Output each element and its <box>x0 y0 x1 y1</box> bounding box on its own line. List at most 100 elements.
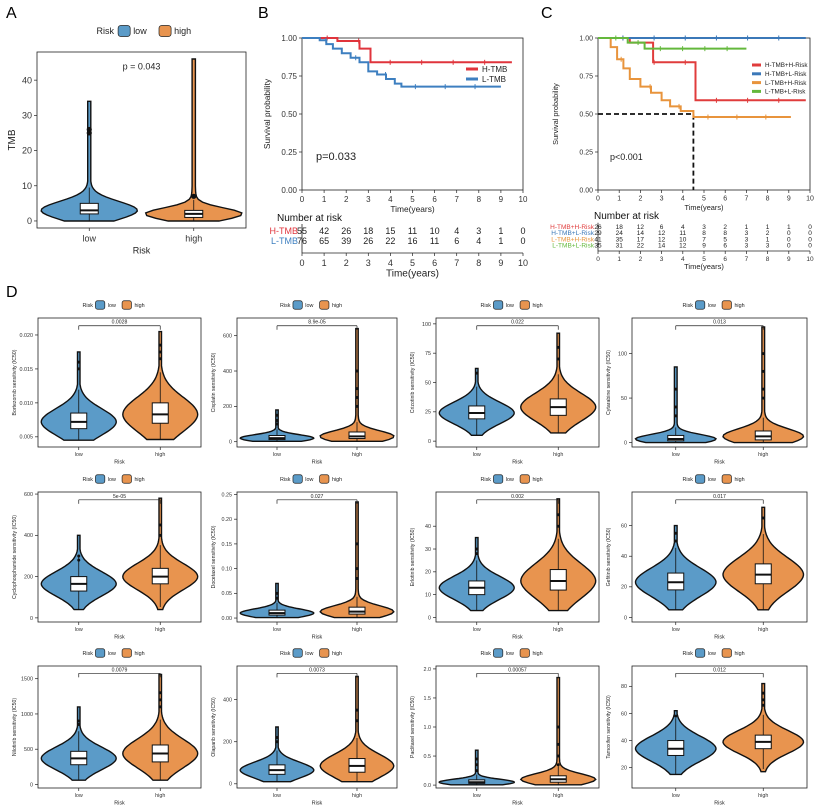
risk-table-x-tick-label: 2 <box>344 258 349 268</box>
x-tick-label: 3 <box>660 196 664 203</box>
x-tick-label: 10 <box>519 195 528 204</box>
x-axis-title: Time(years) <box>685 203 724 212</box>
box-low <box>70 412 88 430</box>
legend-title: Risk <box>83 303 94 309</box>
legend-key-low <box>95 648 106 658</box>
y-tick-label: 0.010 <box>20 401 34 407</box>
risk-count: 0 <box>808 230 812 237</box>
risk-count: 11 <box>408 226 417 236</box>
legend-title: Risk <box>280 477 291 483</box>
outlier-point-low <box>674 387 678 391</box>
plot-frame <box>597 37 811 191</box>
x-axis-title: Time(years) <box>390 204 435 214</box>
x-tick-label: 4 <box>388 195 393 204</box>
risk-count: 3 <box>702 224 706 231</box>
panel-label-a: A <box>6 5 17 22</box>
violin-high <box>144 58 243 222</box>
x-axis-title: Risk <box>512 801 523 807</box>
x-tick-label-high: high <box>553 452 563 458</box>
y-axis-title: Survival probability <box>262 78 272 149</box>
outlier-point-low <box>275 413 279 417</box>
legend-label-high: high <box>332 477 342 483</box>
plot-frame <box>631 491 808 623</box>
x-axis-title: Risk <box>312 635 323 641</box>
y-tick-label: 80 <box>621 684 627 690</box>
risk-count: 6 <box>660 224 664 231</box>
risk-table-title: Number at risk <box>277 213 343 224</box>
legend-label-l-tmb-l-risk: L-TMB+L-Risk <box>765 89 806 96</box>
y-tick-label: 50 <box>425 380 431 386</box>
risk-count: 6 <box>723 243 727 250</box>
y-tick-label: 50 <box>621 396 627 402</box>
risk-count: 12 <box>658 236 666 243</box>
risk-table-x-tick-label: 6 <box>432 258 437 268</box>
legend-key-high <box>319 300 330 310</box>
y-tick-label: 75 <box>425 351 431 357</box>
outlier-point-high <box>355 708 359 712</box>
y-tick-label: 0 <box>30 782 33 788</box>
p-value-label: 5e-05 <box>113 494 126 500</box>
outlier-point-low <box>475 769 479 773</box>
p-value-label: 0.027 <box>311 494 324 500</box>
x-tick-label: 6 <box>432 195 437 204</box>
p-value-label: 0.012 <box>713 667 726 673</box>
outlier-point-high <box>556 357 560 361</box>
legend-key-high <box>121 648 132 658</box>
y-tick-label: 0.10 <box>222 567 233 573</box>
plot-frame <box>37 317 202 448</box>
legend-label-low: low <box>506 651 514 657</box>
y-tick-label: 0.5 <box>424 754 432 760</box>
y-axis-title: TMB <box>7 129 18 150</box>
outlier-point-low <box>475 757 479 761</box>
plot-frame <box>435 665 600 789</box>
violin-panel-d6: 0.00 0.05 0.10 0.15 0.20 0.25 low high Risk Docet… <box>211 474 398 641</box>
y-tick-label: 20 <box>425 570 431 576</box>
y-tick-label: 1.00 <box>579 35 593 42</box>
plot-frame <box>236 491 398 623</box>
legend-key-low <box>695 474 706 484</box>
y-tick-label: 0 <box>30 616 33 622</box>
x-tick-label: 5 <box>702 196 706 203</box>
risk-count: 31 <box>616 243 624 250</box>
outlier-point-low <box>77 554 81 558</box>
x-tick-label-high: high <box>155 793 165 799</box>
risk-count: 2 <box>723 224 727 231</box>
y-tick-label: 10 <box>22 181 32 191</box>
x-tick-label-high: high <box>352 793 362 799</box>
y-tick-label: 0.005 <box>20 435 34 441</box>
x-tick-label: 2 <box>344 195 349 204</box>
y-axis-title: Survival probability <box>551 83 560 145</box>
legend-key-high <box>721 300 732 310</box>
outlier-point-high <box>556 524 560 528</box>
legend-title: Risk <box>481 477 492 483</box>
legend-key-low <box>292 474 303 484</box>
km-panel-b: 0.000.250.500.751.000 1 2 3 4 5 6 7 8 9 10Time(yea… <box>262 34 528 280</box>
legend-label-low: low <box>305 477 313 483</box>
risk-count: 10 <box>679 236 687 243</box>
x-axis-title: Risk <box>512 460 523 466</box>
risk-count: 24 <box>616 230 624 237</box>
plot-frame <box>631 317 808 448</box>
box-high <box>348 431 366 440</box>
risk-count: 15 <box>385 226 395 236</box>
risk-row-label-l-tmb: L-TMB <box>271 236 298 246</box>
x-axis-title: Risk <box>714 460 725 466</box>
y-tick-label: 400 <box>24 533 33 539</box>
x-tick-label-high: high <box>185 233 202 243</box>
risk-row-label-h-tmb-h-risk: H-TMB+H-Risk <box>550 224 595 231</box>
y-tick-label: 1.0 <box>424 725 432 731</box>
legend-label-low: low <box>708 303 716 309</box>
outlier-point-high <box>761 387 765 391</box>
outlier-point-high <box>158 533 162 537</box>
survival-curve-h-tmb-h-risk <box>598 37 806 102</box>
panel-label-d: D <box>6 284 18 301</box>
legend-label-h-tmb: H-TMB <box>482 65 507 74</box>
risk-count: 1 <box>498 226 503 236</box>
legend-label-low: low <box>108 477 116 483</box>
p-value-label: 0.022 <box>511 320 524 326</box>
risk-row-label-h-tmb-l-risk: H-TMB+L-Risk <box>551 230 595 237</box>
risk-table-x-tick-label: 4 <box>681 256 685 263</box>
legend-key-high <box>319 648 330 658</box>
